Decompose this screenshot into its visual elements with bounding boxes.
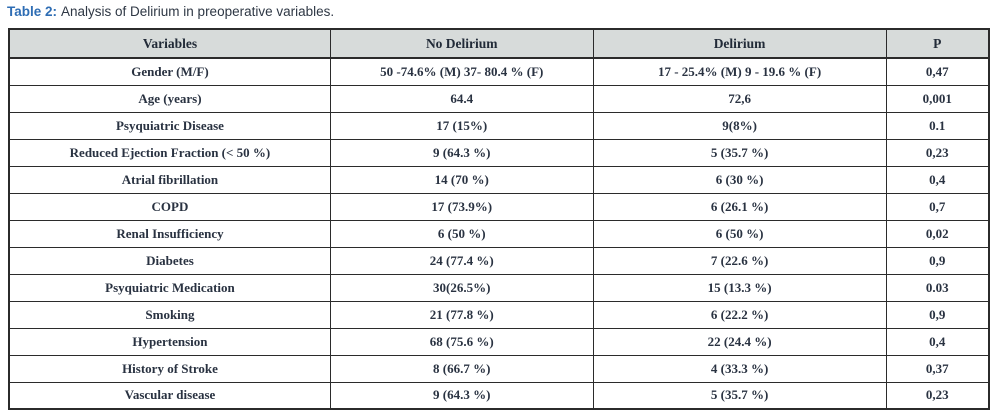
cell-no-delirium: 50 -74.6% (M) 37- 80.4 % (F) bbox=[329, 57, 594, 86]
table-row: Hypertension 68 (75.6 %) 22 (24.4 %) 0,4 bbox=[8, 327, 990, 356]
cell-no-delirium: 21 (77.8 %) bbox=[329, 300, 594, 329]
table-row: Vascular disease 9 (64.3 %) 5 (35.7 %) 0,23 bbox=[8, 381, 990, 410]
cell-p-value: 0,9 bbox=[885, 300, 990, 329]
cell-delirium: 6 (50 %) bbox=[592, 219, 887, 248]
cell-delirium: 22 (24.4 %) bbox=[592, 327, 887, 356]
table-caption: Table 2: Analysis of Delirium in preopera… bbox=[7, 3, 992, 21]
table-row: Renal Insufficiency 6 (50 %) 6 (50 %) 0,02 bbox=[8, 219, 990, 248]
cell-no-delirium: 64.4 bbox=[329, 84, 594, 113]
column-header-p-value: P bbox=[885, 28, 990, 59]
cell-delirium: 5 (35.7 %) bbox=[592, 381, 887, 410]
cell-delirium: 7 (22.6 %) bbox=[592, 246, 887, 275]
cell-no-delirium: 6 (50 %) bbox=[329, 219, 594, 248]
cell-variable: Psyquiatric Medication bbox=[8, 273, 331, 302]
cell-variable: Psyquiatric Disease bbox=[8, 111, 331, 140]
table-row: History of Stroke 8 (66.7 %) 4 (33.3 %) 0,3… bbox=[8, 354, 990, 383]
table-row: Diabetes 24 (77.4 %) 7 (22.6 %) 0,9 bbox=[8, 246, 990, 275]
cell-variable: Diabetes bbox=[8, 246, 331, 275]
header-row: Variables No Delirium Delirium P bbox=[8, 28, 990, 59]
cell-p-value: 0,02 bbox=[885, 219, 990, 248]
cell-no-delirium: 17 (73.9%) bbox=[329, 192, 594, 221]
cell-variable: Smoking bbox=[8, 300, 331, 329]
cell-p-value: 0,4 bbox=[885, 327, 990, 356]
cell-delirium: 4 (33.3 %) bbox=[592, 354, 887, 383]
cell-variable: Renal Insufficiency bbox=[8, 219, 331, 248]
cell-variable: Reduced Ejection Fraction (< 50 %) bbox=[8, 138, 331, 167]
cell-variable: Atrial fibrillation bbox=[8, 165, 331, 194]
table-row: Age (years) 64.4 72,6 0,001 bbox=[8, 84, 990, 113]
cell-p-value: 0.03 bbox=[885, 273, 990, 302]
cell-no-delirium: 17 (15%) bbox=[329, 111, 594, 140]
cell-no-delirium: 24 (77.4 %) bbox=[329, 246, 594, 275]
table-row: COPD 17 (73.9%) 6 (26.1 %) 0,7 bbox=[8, 192, 990, 221]
cell-variable: History of Stroke bbox=[8, 354, 331, 383]
table-row: Gender (M/F) 50 -74.6% (M) 37- 80.4 % (F)… bbox=[8, 57, 990, 86]
cell-no-delirium: 68 (75.6 %) bbox=[329, 327, 594, 356]
table-row: Psyquiatric Medication 30(26.5%) 15 (13.3 … bbox=[8, 273, 990, 302]
cell-p-value: 0,9 bbox=[885, 246, 990, 275]
cell-delirium: 15 (13.3 %) bbox=[592, 273, 887, 302]
cell-p-value: 0,001 bbox=[885, 84, 990, 113]
table-caption-text: Analysis of Delirium in preoperative var… bbox=[61, 4, 335, 19]
cell-delirium: 17 - 25.4% (M) 9 - 19.6 % (F) bbox=[592, 57, 887, 86]
table-row: Smoking 21 (77.8 %) 6 (22.2 %) 0,9 bbox=[8, 300, 990, 329]
cell-no-delirium: 8 (66.7 %) bbox=[329, 354, 594, 383]
cell-no-delirium: 9 (64.3 %) bbox=[329, 138, 594, 167]
cell-p-value: 0.1 bbox=[885, 111, 990, 140]
cell-p-value: 0,23 bbox=[885, 381, 990, 410]
cell-variable: Age (years) bbox=[8, 84, 331, 113]
cell-p-value: 0,47 bbox=[885, 57, 990, 86]
cell-p-value: 0,7 bbox=[885, 192, 990, 221]
table-row: Psyquiatric Disease 17 (15%) 9(8%) 0.1 bbox=[8, 111, 990, 140]
cell-delirium: 6 (26.1 %) bbox=[592, 192, 887, 221]
table-header: Variables No Delirium Delirium P bbox=[8, 28, 990, 59]
cell-delirium: 5 (35.7 %) bbox=[592, 138, 887, 167]
cell-delirium: 6 (22.2 %) bbox=[592, 300, 887, 329]
cell-p-value: 0,4 bbox=[885, 165, 990, 194]
cell-no-delirium: 9 (64.3 %) bbox=[329, 381, 594, 410]
cell-p-value: 0,23 bbox=[885, 138, 990, 167]
table-caption-label: Table 2: bbox=[7, 4, 58, 19]
column-header-variables: Variables bbox=[8, 28, 331, 59]
cell-delirium: 6 (30 %) bbox=[592, 165, 887, 194]
column-header-delirium: Delirium bbox=[592, 28, 887, 59]
cell-no-delirium: 30(26.5%) bbox=[329, 273, 594, 302]
table-row: Atrial fibrillation 14 (70 %) 6 (30 %) 0,4 bbox=[8, 165, 990, 194]
cell-variable: Vascular disease bbox=[8, 381, 331, 410]
table-row: Reduced Ejection Fraction (< 50 %) 9 (64.… bbox=[8, 138, 990, 167]
cell-p-value: 0,37 bbox=[885, 354, 990, 383]
delirium-preoperative-table: Variables No Delirium Delirium P Gender … bbox=[8, 28, 990, 410]
cell-variable: COPD bbox=[8, 192, 331, 221]
cell-delirium: 9(8%) bbox=[592, 111, 887, 140]
table-body: Gender (M/F) 50 -74.6% (M) 37- 80.4 % (F)… bbox=[8, 57, 990, 410]
cell-delirium: 72,6 bbox=[592, 84, 887, 113]
cell-variable: Hypertension bbox=[8, 327, 331, 356]
cell-no-delirium: 14 (70 %) bbox=[329, 165, 594, 194]
cell-variable: Gender (M/F) bbox=[8, 57, 331, 86]
column-header-no-delirium: No Delirium bbox=[329, 28, 594, 59]
